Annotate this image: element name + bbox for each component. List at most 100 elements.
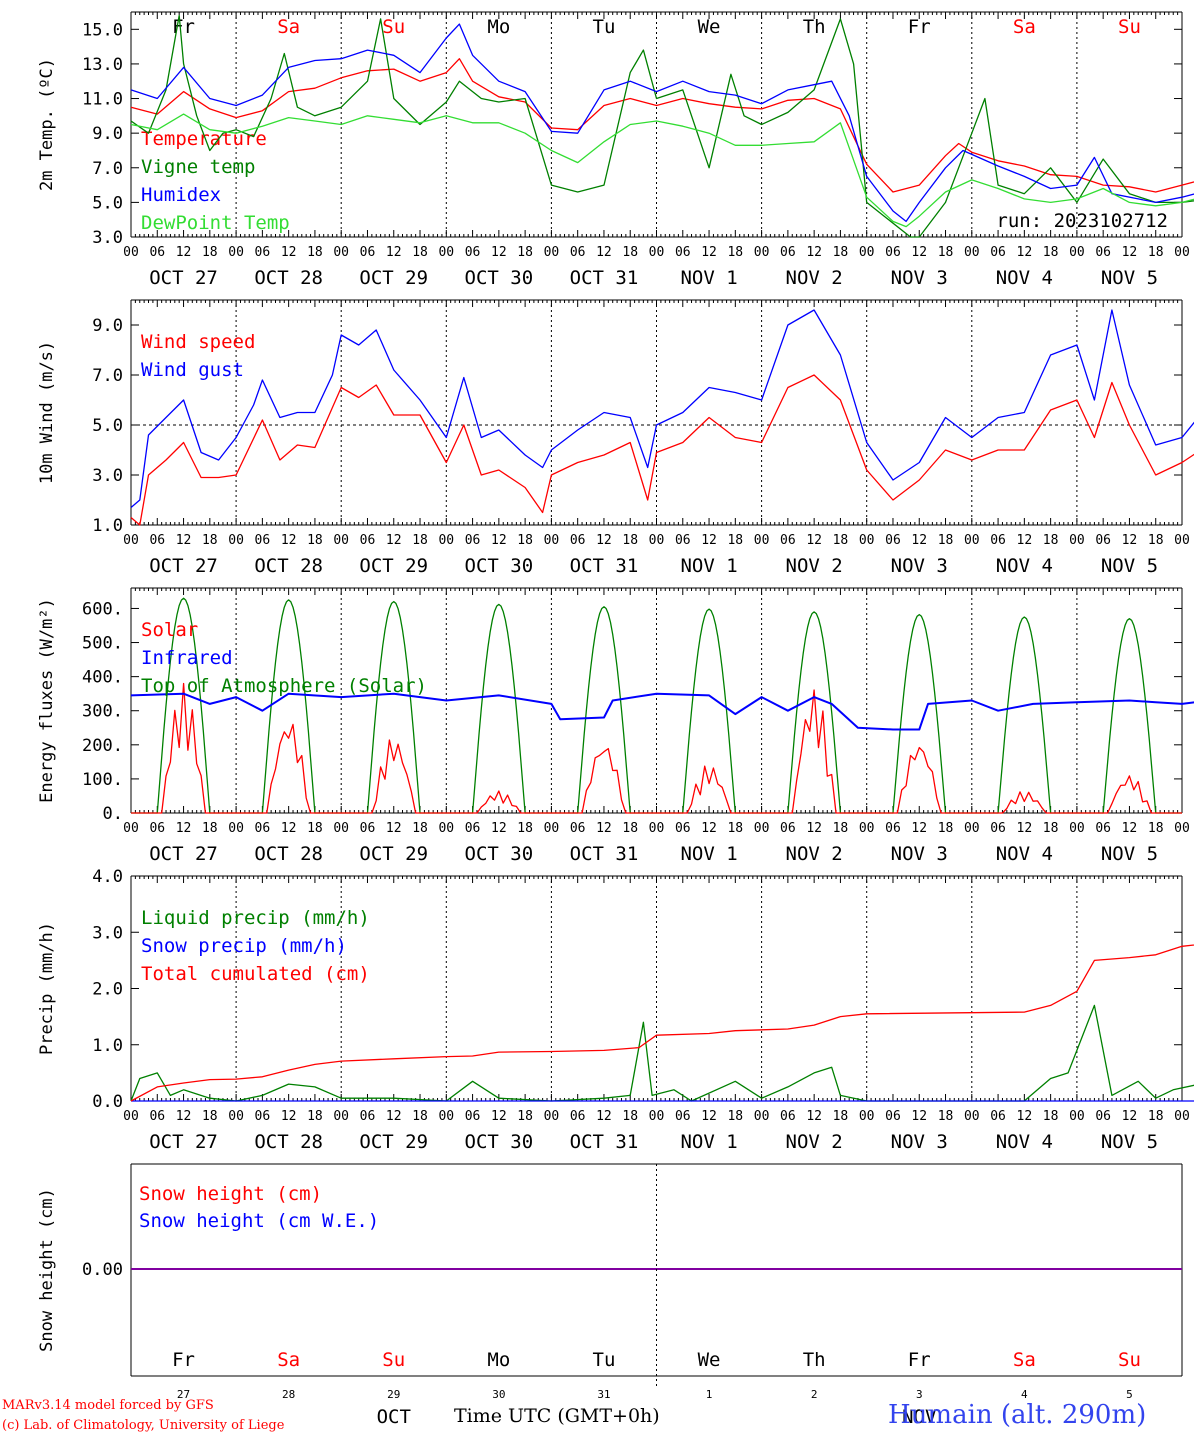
hour-tick-label: 00 [1174, 1109, 1190, 1124]
hour-tick-label: 12 [596, 1109, 612, 1124]
date-label: NOV 1 [680, 843, 737, 865]
hour-tick-label: 00 [649, 1109, 665, 1124]
hour-tick-label: 18 [727, 821, 743, 836]
date-label: NOV 3 [891, 555, 948, 577]
day-number: 29 [387, 1388, 400, 1401]
y-tick-label: 3.0 [92, 228, 123, 248]
hour-tick-label: 06 [780, 533, 796, 548]
day-number: 27 [177, 1388, 190, 1401]
hour-tick-label: 18 [622, 245, 638, 260]
hour-tick-label: 18 [938, 821, 954, 836]
series-line [130, 944, 1194, 1102]
hour-tick-label: 12 [596, 245, 612, 260]
hour-tick-label: 06 [885, 821, 901, 836]
hour-tick-label: 06 [780, 1109, 796, 1124]
hour-tick-label: 12 [386, 821, 402, 836]
hour-tick-label: 18 [1043, 533, 1059, 548]
day-number: 28 [282, 1388, 295, 1401]
hour-tick-label: 12 [701, 533, 717, 548]
legend-label: Wind gust [141, 359, 244, 381]
day-number: 1 [706, 1388, 713, 1401]
y-axis-label: 10m Wind (m/s) [37, 341, 57, 484]
day-number: 4 [1021, 1388, 1028, 1401]
day-name: Su [1118, 1349, 1141, 1371]
day-name: Fr [172, 1349, 195, 1371]
y-tick-label: 9.0 [92, 316, 123, 336]
hour-tick-label: 00 [859, 533, 875, 548]
hour-tick-label: 06 [149, 245, 165, 260]
hour-tick-label: 12 [701, 245, 717, 260]
hour-tick-label: 18 [412, 245, 428, 260]
hour-tick-label: 18 [1148, 245, 1164, 260]
hour-tick-label: 12 [1017, 1109, 1033, 1124]
date-label: OCT 28 [254, 1131, 323, 1153]
hour-tick-label: 06 [255, 1109, 271, 1124]
hour-tick-label: 12 [1122, 533, 1138, 548]
date-label: OCT 27 [149, 1131, 218, 1153]
hour-tick-label: 12 [701, 1109, 717, 1124]
legend-label: Top of Atmosphere (Solar) [141, 675, 427, 697]
hour-tick-label: 12 [176, 533, 192, 548]
hour-tick-label: 12 [806, 533, 822, 548]
date-label: NOV 2 [786, 843, 843, 865]
hour-tick-label: 12 [176, 821, 192, 836]
day-number: 2 [811, 1388, 818, 1401]
hour-tick-label: 18 [1043, 245, 1059, 260]
y-tick-label: 600. [82, 599, 123, 619]
time-axis-label: Time UTC (GMT+0h) [454, 1405, 660, 1427]
day-name: Th [803, 1349, 826, 1371]
y-tick-label: 7.0 [92, 366, 123, 386]
y-axis-label: Snow height (cm) [37, 1188, 57, 1352]
hour-tick-label: 18 [307, 245, 323, 260]
legend-label: DewPoint Temp [141, 212, 290, 234]
hour-tick-label: 00 [649, 245, 665, 260]
hour-tick-label: 06 [1095, 533, 1111, 548]
date-label: NOV 2 [786, 555, 843, 577]
hour-tick-label: 06 [990, 1109, 1006, 1124]
date-label: OCT 31 [570, 555, 639, 577]
hour-tick-label: 00 [1069, 1109, 1085, 1124]
hour-tick-label: 18 [1148, 821, 1164, 836]
y-tick-label: 3.0 [92, 923, 123, 943]
hour-tick-label: 18 [622, 821, 638, 836]
hour-tick-label: 00 [333, 1109, 349, 1124]
hour-tick-label: 18 [202, 245, 218, 260]
hour-tick-label: 00 [123, 245, 139, 260]
run-label: run: 2023102712 [996, 210, 1168, 232]
date-label: NOV 2 [786, 1131, 843, 1153]
legend-label: Vigne temp [141, 156, 255, 178]
hour-tick-label: 00 [1069, 533, 1085, 548]
date-label: NOV 4 [996, 1131, 1053, 1153]
y-tick-label: 13.0 [82, 55, 123, 75]
hour-tick-label: 00 [544, 1109, 560, 1124]
hour-tick-label: 12 [806, 1109, 822, 1124]
hour-tick-label: 00 [1174, 245, 1190, 260]
date-label: OCT 30 [465, 1131, 534, 1153]
hour-tick-label: 00 [333, 533, 349, 548]
y-tick-label: 5.0 [92, 416, 123, 436]
hour-tick-label: 06 [885, 1109, 901, 1124]
date-label: NOV 2 [786, 267, 843, 289]
hour-tick-label: 12 [386, 1109, 402, 1124]
hour-tick-label: 18 [833, 1109, 849, 1124]
y-tick-label: 0. [103, 804, 123, 824]
day-name: Mo [487, 1349, 510, 1371]
y-tick-label: 2.0 [92, 980, 123, 1000]
y-tick-label: 7.0 [92, 159, 123, 179]
legend-label: Wind speed [141, 331, 255, 353]
y-tick-label: 9.0 [92, 124, 123, 144]
date-label: OCT 27 [149, 267, 218, 289]
day-name: Tu [593, 16, 616, 38]
hour-tick-label: 12 [386, 245, 402, 260]
hour-tick-label: 18 [517, 533, 533, 548]
date-label: OCT 28 [254, 555, 323, 577]
hour-tick-label: 06 [780, 245, 796, 260]
hour-tick-label: 00 [964, 245, 980, 260]
date-label: OCT 30 [465, 267, 534, 289]
hour-tick-label: 18 [202, 1109, 218, 1124]
hour-tick-label: 00 [754, 245, 770, 260]
hour-tick-label: 00 [1069, 245, 1085, 260]
hour-tick-label: 00 [964, 533, 980, 548]
hour-tick-label: 12 [1017, 821, 1033, 836]
hour-tick-label: 06 [675, 533, 691, 548]
